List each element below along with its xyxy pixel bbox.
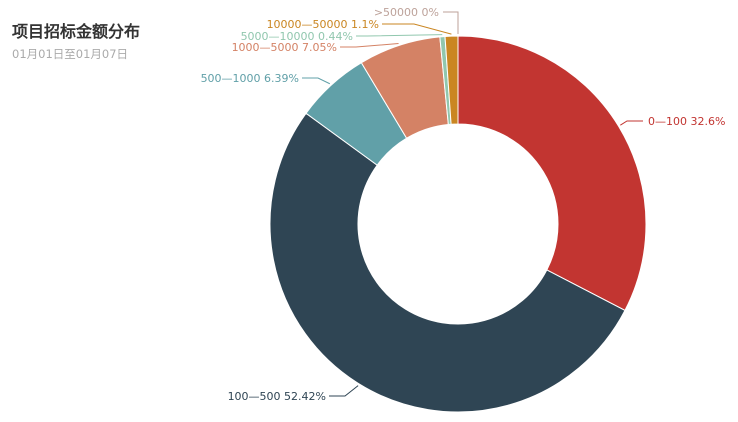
leader-line-50000 bbox=[443, 11, 459, 34]
leader-line-500-1000 bbox=[302, 77, 331, 85]
labels-group: 0—100 32.6% 100—500 52.42% 500—1000 6.39% 1… bbox=[201, 6, 726, 403]
slice-0-100[interactable] bbox=[457, 35, 647, 312]
slice-label-500-1000: 500—1000 6.39% bbox=[201, 72, 299, 85]
slice-label-50000: >50000 0% bbox=[374, 6, 439, 19]
leader-line-5000-10000 bbox=[356, 34, 443, 37]
chart-subtitle: 01月01日至01月07日 bbox=[12, 47, 129, 61]
leader-lines-group bbox=[302, 11, 643, 397]
slices-group bbox=[269, 35, 647, 413]
slice-label-100-500: 100—500 52.42% bbox=[228, 390, 326, 403]
leader-line-0-100 bbox=[620, 120, 643, 126]
slice-100-500[interactable] bbox=[269, 112, 626, 413]
chart-title: 项目招标金额分布 bbox=[12, 22, 141, 41]
leader-line-1000-5000 bbox=[340, 43, 399, 48]
slice-label-1000-5000: 1000—5000 7.05% bbox=[232, 41, 337, 54]
leader-line-100-500 bbox=[329, 385, 359, 397]
leader-line-10000-50000 bbox=[382, 23, 452, 35]
slice-label-5000-10000: 5000—10000 0.44% bbox=[241, 30, 353, 43]
slice-10000-50000[interactable] bbox=[444, 35, 459, 125]
slice-label-10000-50000: 10000—50000 1.1% bbox=[267, 18, 379, 31]
slice-label-0-100: 0—100 32.6% bbox=[648, 115, 725, 128]
